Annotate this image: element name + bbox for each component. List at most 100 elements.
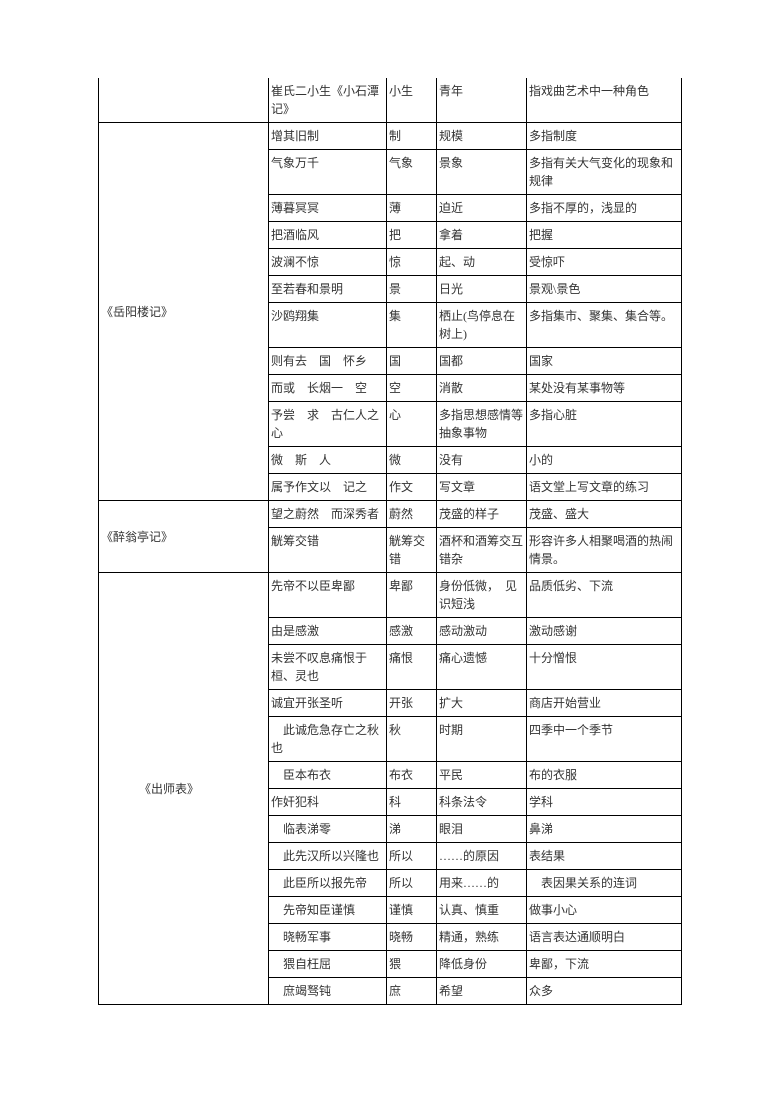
ancient-meaning-cell: 感动激动	[437, 618, 527, 645]
ancient-meaning-cell: 日光	[437, 276, 527, 303]
modern-meaning-cell: 品质低劣、下流	[527, 573, 682, 618]
example-cell: 至若春和景明	[269, 276, 387, 303]
word-cell: 卑鄙	[387, 573, 437, 618]
ancient-meaning-cell: 降低身份	[437, 951, 527, 978]
word-cell: 气象	[387, 150, 437, 195]
example-cell: 由是感激	[269, 618, 387, 645]
ancient-meaning-cell: 茂盛的样子	[437, 501, 527, 528]
ancient-meaning-cell: 身份低微， 见识短浅	[437, 573, 527, 618]
example-cell: 微 斯 人	[269, 447, 387, 474]
word-cell: 心	[387, 402, 437, 447]
word-cell: 觥筹交错	[387, 528, 437, 573]
example-cell: 波澜不惊	[269, 249, 387, 276]
ancient-meaning-cell: 眼泪	[437, 816, 527, 843]
modern-meaning-cell: 把握	[527, 222, 682, 249]
table-row: 崔氏二小生《小石潭记》小生青年指戏曲艺术中一种角色	[99, 78, 682, 123]
word-cell: 晓畅	[387, 924, 437, 951]
example-cell: 崔氏二小生《小石潭记》	[269, 78, 387, 123]
ancient-meaning-cell: 青年	[437, 78, 527, 123]
word-cell: 集	[387, 303, 437, 348]
word-cell: 景	[387, 276, 437, 303]
modern-meaning-cell: 布的衣服	[527, 762, 682, 789]
example-cell: 晓畅军事	[269, 924, 387, 951]
modern-meaning-cell: 语文堂上写文章的练习	[527, 474, 682, 501]
modern-meaning-cell: 学科	[527, 789, 682, 816]
modern-meaning-cell: 表因果关系的连词	[527, 870, 682, 897]
modern-meaning-cell: 国家	[527, 348, 682, 375]
modern-meaning-cell: 四季中一个季节	[527, 717, 682, 762]
word-cell: 空	[387, 375, 437, 402]
example-cell: 予尝 求 古仁人之心	[269, 402, 387, 447]
word-cell: 作文	[387, 474, 437, 501]
modern-meaning-cell: 小的	[527, 447, 682, 474]
modern-meaning-cell: 某处没有某事物等	[527, 375, 682, 402]
modern-meaning-cell: 多指集市、聚集、集合等。	[527, 303, 682, 348]
ancient-meaning-cell: 多指思想感情等抽象事物	[437, 402, 527, 447]
word-cell: 开张	[387, 690, 437, 717]
ancient-meaning-cell: ……的原因	[437, 843, 527, 870]
word-cell: 布衣	[387, 762, 437, 789]
source-cell: 《醉翁亭记》	[99, 501, 269, 573]
example-cell: 则有去 国 怀乡	[269, 348, 387, 375]
ancient-meaning-cell: 拿着	[437, 222, 527, 249]
example-cell: 作奸犯科	[269, 789, 387, 816]
word-cell: 蔚然	[387, 501, 437, 528]
word-cell: 猥	[387, 951, 437, 978]
word-cell: 所以	[387, 843, 437, 870]
modern-meaning-cell: 形容许多人相聚喝酒的热闹情景。	[527, 528, 682, 573]
example-cell: 诚宜开张圣听	[269, 690, 387, 717]
word-cell: 薄	[387, 195, 437, 222]
table-row: 《醉翁亭记》望之蔚然 而深秀者蔚然茂盛的样子茂盛、盛大	[99, 501, 682, 528]
example-cell: 望之蔚然 而深秀者	[269, 501, 387, 528]
ancient-meaning-cell: 国都	[437, 348, 527, 375]
example-cell: 先帝不以臣卑鄙	[269, 573, 387, 618]
word-cell: 国	[387, 348, 437, 375]
ancient-meaning-cell: 景象	[437, 150, 527, 195]
word-cell: 把	[387, 222, 437, 249]
example-cell: 猥自枉屈	[269, 951, 387, 978]
example-cell: 临表涕零	[269, 816, 387, 843]
table-row: 《出师表》先帝不以臣卑鄙卑鄙身份低微， 见识短浅品质低劣、下流	[99, 573, 682, 618]
example-cell: 而或 长烟一 空	[269, 375, 387, 402]
word-cell: 小生	[387, 78, 437, 123]
source-cell: 《岳阳楼记》	[99, 123, 269, 501]
document-page: 崔氏二小生《小石潭记》小生青年指戏曲艺术中一种角色《岳阳楼记》增其旧制制规模多指…	[0, 0, 780, 1103]
modern-meaning-cell: 激动感谢	[527, 618, 682, 645]
example-cell: 臣本布衣	[269, 762, 387, 789]
ancient-meaning-cell: 起、动	[437, 249, 527, 276]
modern-meaning-cell: 鼻涕	[527, 816, 682, 843]
vocabulary-table: 崔氏二小生《小石潭记》小生青年指戏曲艺术中一种角色《岳阳楼记》增其旧制制规模多指…	[98, 78, 682, 1005]
example-cell: 增其旧制	[269, 123, 387, 150]
word-cell: 科	[387, 789, 437, 816]
example-cell: 此诚危急存亡之秋也	[269, 717, 387, 762]
ancient-meaning-cell: 精通，熟练	[437, 924, 527, 951]
example-cell: 庶竭驽钝	[269, 978, 387, 1005]
ancient-meaning-cell: 平民	[437, 762, 527, 789]
modern-meaning-cell: 多指不厚的，浅显的	[527, 195, 682, 222]
word-cell: 秋	[387, 717, 437, 762]
modern-meaning-cell: 众多	[527, 978, 682, 1005]
word-cell: 感激	[387, 618, 437, 645]
word-cell: 痛恨	[387, 645, 437, 690]
modern-meaning-cell: 受惊吓	[527, 249, 682, 276]
modern-meaning-cell: 语言表达通顺明白	[527, 924, 682, 951]
ancient-meaning-cell: 用来……的	[437, 870, 527, 897]
table-row: 《岳阳楼记》增其旧制制规模多指制度	[99, 123, 682, 150]
modern-meaning-cell: 做事小心	[527, 897, 682, 924]
example-cell: 把酒临风	[269, 222, 387, 249]
ancient-meaning-cell: 酒杯和酒筹交互错杂	[437, 528, 527, 573]
word-cell: 涕	[387, 816, 437, 843]
ancient-meaning-cell: 希望	[437, 978, 527, 1005]
ancient-meaning-cell: 认真、慎重	[437, 897, 527, 924]
ancient-meaning-cell: 迫近	[437, 195, 527, 222]
modern-meaning-cell: 十分憎恨	[527, 645, 682, 690]
word-cell: 制	[387, 123, 437, 150]
ancient-meaning-cell: 栖止(鸟停息在树上)	[437, 303, 527, 348]
ancient-meaning-cell: 科条法令	[437, 789, 527, 816]
example-cell: 沙鸥翔集	[269, 303, 387, 348]
example-cell: 此先汉所以兴隆也	[269, 843, 387, 870]
modern-meaning-cell: 多指制度	[527, 123, 682, 150]
source-cell: 《出师表》	[99, 573, 269, 1005]
ancient-meaning-cell: 写文章	[437, 474, 527, 501]
example-cell: 气象万千	[269, 150, 387, 195]
